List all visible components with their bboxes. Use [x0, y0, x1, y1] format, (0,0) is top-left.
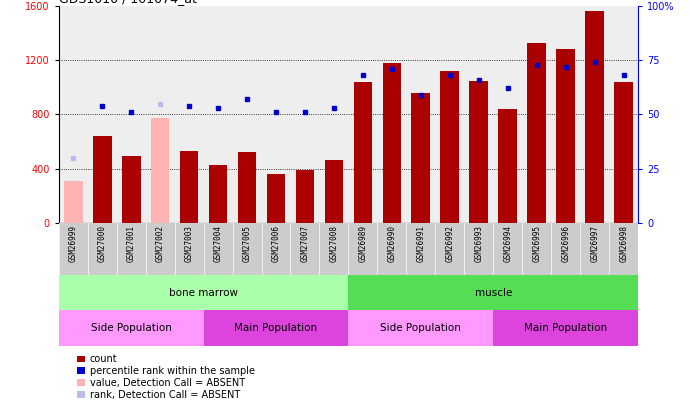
Text: GSM27001: GSM27001: [126, 225, 136, 262]
Text: GSM27004: GSM27004: [213, 225, 223, 262]
Bar: [440, 71, 460, 223]
Text: GDS1010 / 101074_at: GDS1010 / 101074_at: [59, 0, 197, 5]
Bar: [295, 170, 315, 223]
Bar: [556, 49, 575, 223]
Bar: [324, 160, 344, 223]
Text: GSM26993: GSM26993: [474, 225, 484, 262]
Text: GSM27005: GSM27005: [242, 225, 252, 262]
Text: GSM27003: GSM27003: [184, 225, 194, 262]
Bar: [585, 11, 604, 223]
Text: GSM26995: GSM26995: [532, 225, 542, 262]
Text: Main Population: Main Population: [235, 323, 317, 333]
Text: GSM27007: GSM27007: [300, 225, 310, 262]
Text: GSM26992: GSM26992: [445, 225, 455, 262]
Text: GSM26997: GSM26997: [590, 225, 600, 262]
Text: GSM26998: GSM26998: [619, 225, 629, 262]
Bar: [348, 275, 638, 310]
Text: bone marrow: bone marrow: [169, 288, 238, 298]
Bar: [348, 310, 493, 346]
Legend: count, percentile rank within the sample, value, Detection Call = ABSENT, rank, : count, percentile rank within the sample…: [77, 354, 255, 400]
Bar: [353, 82, 373, 223]
Bar: [204, 310, 348, 346]
Bar: [614, 82, 633, 223]
Bar: [493, 310, 638, 346]
Bar: [411, 93, 431, 223]
Bar: [121, 156, 141, 223]
Bar: [63, 181, 83, 223]
Text: GSM26989: GSM26989: [358, 225, 368, 262]
Bar: [237, 152, 257, 223]
Text: muscle: muscle: [475, 288, 512, 298]
Bar: [469, 81, 489, 223]
Text: GSM26999: GSM26999: [68, 225, 78, 262]
Text: GSM26994: GSM26994: [503, 225, 513, 262]
Bar: [382, 63, 402, 223]
Text: GSM27000: GSM27000: [97, 225, 107, 262]
Text: GSM26990: GSM26990: [387, 225, 397, 262]
Text: GSM27008: GSM27008: [329, 225, 339, 262]
Bar: [150, 119, 170, 223]
Bar: [59, 275, 348, 310]
Text: Main Population: Main Population: [524, 323, 607, 333]
Bar: [498, 109, 518, 223]
Text: GSM27006: GSM27006: [271, 225, 281, 262]
Bar: [208, 164, 228, 223]
Bar: [59, 310, 204, 346]
Bar: [266, 174, 286, 223]
Text: GSM27002: GSM27002: [155, 225, 165, 262]
Bar: [92, 136, 112, 223]
Text: GSM26991: GSM26991: [416, 225, 426, 262]
Text: Side Population: Side Population: [90, 323, 172, 333]
Text: Side Population: Side Population: [380, 323, 462, 333]
Bar: [527, 43, 546, 223]
Text: GSM26996: GSM26996: [561, 225, 571, 262]
Bar: [179, 151, 199, 223]
